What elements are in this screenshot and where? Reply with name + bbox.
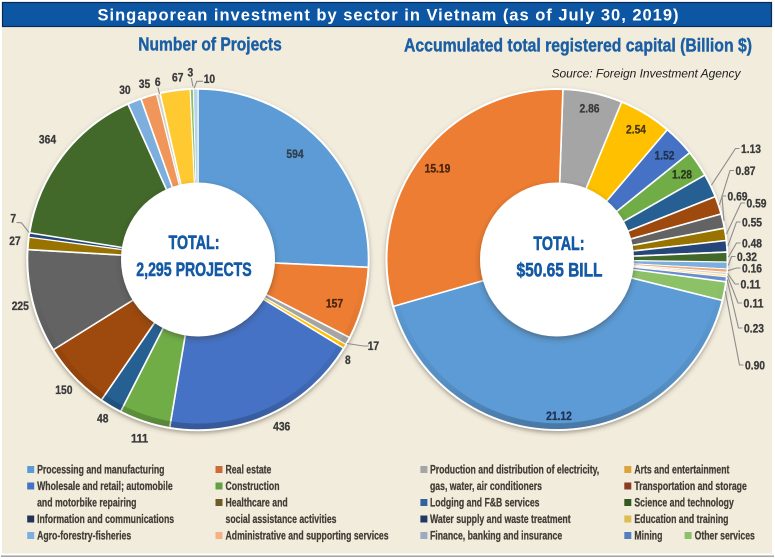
- svg-text:Information and communications: Information and communications: [37, 514, 174, 526]
- svg-text:225: 225: [12, 299, 29, 313]
- svg-text:2.54: 2.54: [626, 123, 646, 137]
- svg-text:Real estate: Real estate: [226, 465, 272, 477]
- svg-text:8: 8: [345, 353, 351, 367]
- svg-text:0.11: 0.11: [744, 296, 764, 310]
- svg-text:1.13: 1.13: [741, 142, 761, 156]
- svg-text:TOTAL:: TOTAL:: [169, 233, 220, 254]
- svg-text:Wholesale and retail; automobi: Wholesale and retail; automobile: [37, 481, 173, 493]
- svg-text:Education and training: Education and training: [634, 514, 728, 526]
- svg-text:10: 10: [204, 72, 215, 86]
- svg-text:1.28: 1.28: [672, 168, 692, 182]
- svg-text:111: 111: [131, 431, 148, 445]
- svg-text:364: 364: [39, 132, 56, 146]
- svg-text:594: 594: [286, 147, 303, 161]
- svg-text:Lodging and F&B services: Lodging and F&B services: [430, 498, 540, 510]
- svg-text:0.69: 0.69: [728, 189, 748, 203]
- svg-text:436: 436: [273, 420, 290, 434]
- svg-text:gas, water, air conditioners: gas, water, air conditioners: [430, 481, 542, 493]
- svg-text:Singaporean investment by sect: Singaporean investment by sector in Viet…: [98, 7, 679, 25]
- svg-text:Finance, banking and insurance: Finance, banking and insurance: [430, 531, 562, 543]
- svg-text:1.52: 1.52: [655, 148, 675, 162]
- svg-text:and motorbike repairing: and motorbike repairing: [37, 498, 136, 510]
- svg-text:6: 6: [155, 75, 161, 89]
- svg-text:17: 17: [368, 339, 379, 353]
- svg-text:Accumulated total registered c: Accumulated total registered capital (Bi…: [404, 34, 752, 55]
- svg-text:27: 27: [9, 234, 20, 248]
- svg-text:157: 157: [326, 297, 343, 311]
- svg-text:TOTAL:: TOTAL:: [533, 234, 584, 255]
- svg-text:Healthcare and: Healthcare and: [226, 498, 288, 510]
- svg-text:0.48: 0.48: [742, 236, 762, 250]
- svg-text:Production and distribution of: Production and distribution of electrici…: [430, 465, 599, 477]
- svg-text:0.59: 0.59: [747, 196, 767, 210]
- svg-text:Other services: Other services: [695, 531, 755, 543]
- svg-text:2.86: 2.86: [580, 102, 600, 116]
- svg-text:30: 30: [119, 83, 130, 97]
- svg-text:21.12: 21.12: [546, 409, 572, 423]
- svg-text:Transportation and storage: Transportation and storage: [634, 481, 746, 493]
- svg-text:3: 3: [187, 66, 193, 80]
- svg-text:Source: Foreign Investment Age: Source: Foreign Investment Agency: [552, 66, 742, 80]
- svg-text:67: 67: [172, 71, 183, 85]
- svg-text:150: 150: [55, 383, 72, 397]
- svg-text:0.55: 0.55: [742, 215, 762, 229]
- svg-text:48: 48: [97, 412, 108, 426]
- svg-text:7: 7: [10, 212, 16, 226]
- svg-text:Construction: Construction: [226, 481, 280, 493]
- svg-text:$50.65 BILL: $50.65 BILL: [517, 260, 603, 281]
- svg-text:Processing and manufacturing: Processing and manufacturing: [37, 465, 164, 477]
- svg-text:social assistance activities: social assistance activities: [226, 514, 337, 526]
- svg-text:2,295 PROJECTS: 2,295 PROJECTS: [136, 260, 251, 281]
- svg-text:Mining: Mining: [634, 531, 662, 543]
- svg-text:0.11: 0.11: [741, 277, 761, 291]
- svg-text:35: 35: [139, 77, 150, 91]
- svg-text:Science and technology: Science and technology: [634, 498, 734, 510]
- svg-text:0.23: 0.23: [744, 321, 764, 335]
- svg-text:Agro-forestry-fisheries: Agro-forestry-fisheries: [37, 531, 131, 543]
- svg-text:Number of Projects: Number of Projects: [138, 33, 282, 54]
- svg-text:Water supply and waste treatme: Water supply and waste treatment: [430, 514, 571, 526]
- svg-text:0.32: 0.32: [737, 250, 757, 264]
- svg-text:Administrative and supporting: Administrative and supporting services: [226, 531, 389, 543]
- svg-text:15.19: 15.19: [425, 161, 451, 175]
- svg-text:0.90: 0.90: [745, 358, 765, 372]
- svg-text:0.87: 0.87: [736, 164, 756, 178]
- svg-text:0.16: 0.16: [742, 261, 762, 275]
- svg-text:Arts and entertainment: Arts and entertainment: [634, 465, 729, 477]
